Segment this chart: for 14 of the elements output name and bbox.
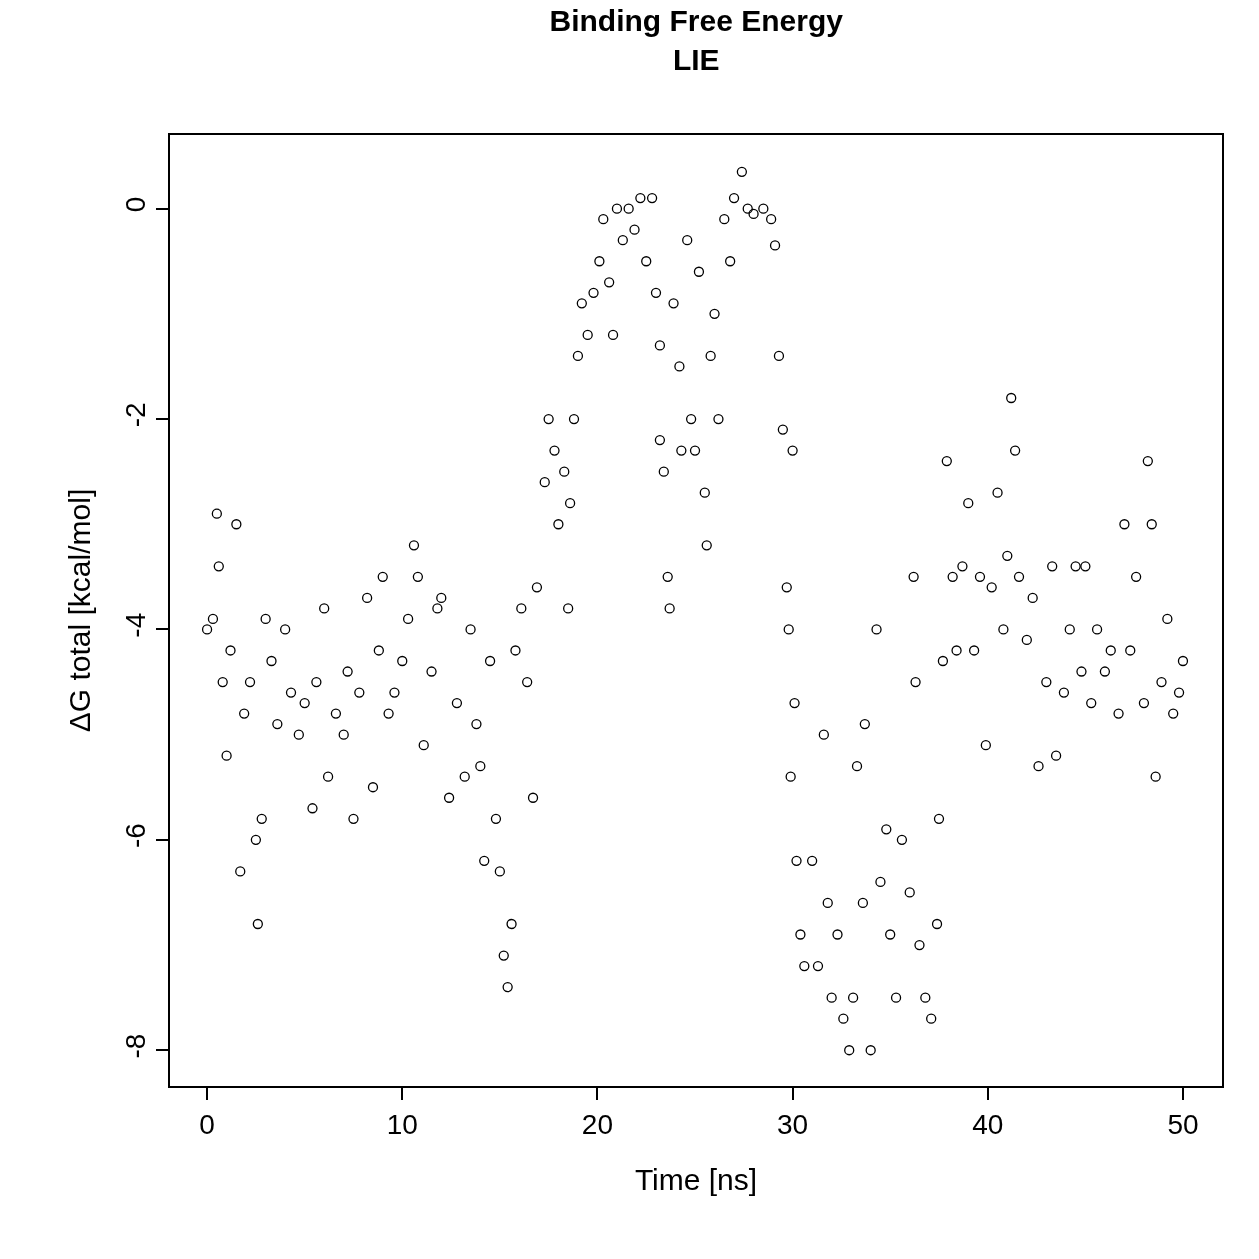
x-tick-label: 20 — [581, 1108, 614, 1140]
x-tick-label: 30 — [777, 1108, 809, 1140]
y-tick-label: -2 — [119, 402, 151, 428]
y-tick-label: -8 — [119, 1033, 151, 1059]
x-tick-label: 50 — [1167, 1108, 1199, 1140]
x-tick-label: 10 — [386, 1108, 418, 1140]
chart-title: Binding Free Energy LIE — [549, 4, 844, 77]
y-tick-label: -4 — [119, 612, 151, 638]
y-axis-title: ΔG total [kcal/mol] — [63, 488, 97, 733]
x-tick-label: 40 — [972, 1108, 1004, 1140]
x-axis-title: Time [ns] — [634, 1162, 758, 1196]
y-tick-label: 0 — [119, 196, 151, 213]
x-tick-label: 0 — [199, 1108, 215, 1140]
y-tick-label: -6 — [119, 823, 151, 849]
